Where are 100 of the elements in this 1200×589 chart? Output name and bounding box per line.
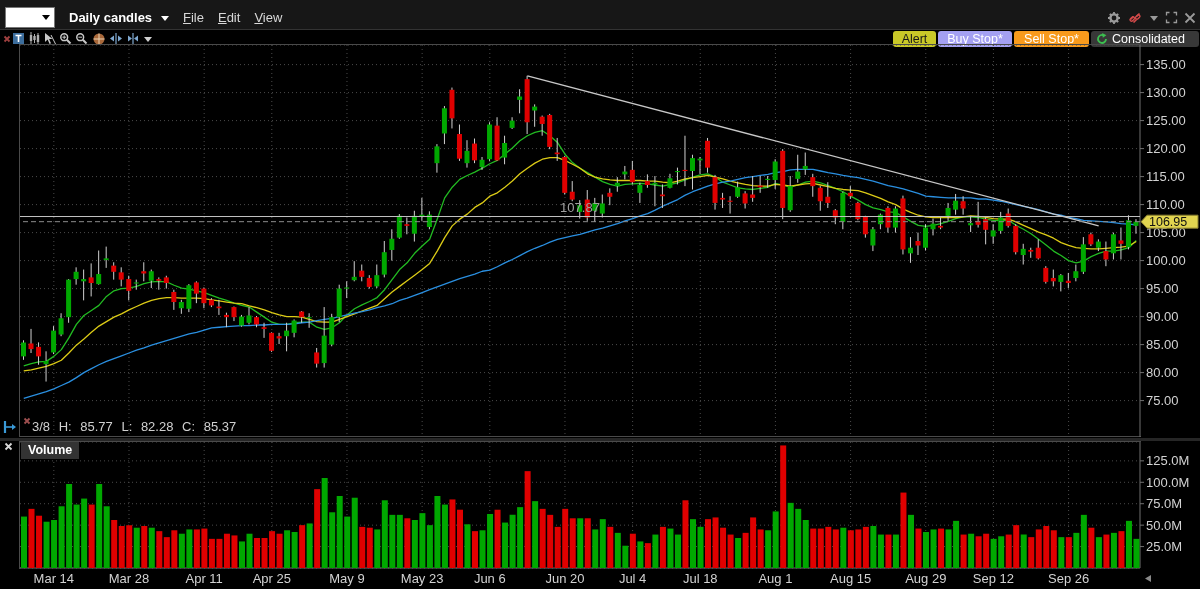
x-tick-label: May 23 <box>400 571 444 587</box>
candlestick <box>990 223 996 245</box>
candlestick <box>742 190 748 210</box>
bar <box>870 526 877 568</box>
candlestick <box>51 325 57 355</box>
candlestick <box>126 275 132 301</box>
bar <box>727 534 734 568</box>
candlestick <box>870 226 876 252</box>
x-tick-label: Aug 15 <box>830 571 872 587</box>
bar <box>532 501 539 568</box>
bar <box>697 526 704 568</box>
x-tick-label: May 9 <box>329 571 365 587</box>
y-tick-label: 90.00 <box>1146 309 1179 325</box>
bar <box>765 530 772 568</box>
candlestick <box>637 182 643 204</box>
chart-title: Daily candles <box>69 10 153 25</box>
bar <box>915 528 922 568</box>
candlestick <box>374 264 380 289</box>
y-tick-label: 135.00 <box>1146 57 1186 73</box>
candlestick <box>629 160 635 185</box>
y-tick-label: 75.0M <box>1146 496 1183 512</box>
bar <box>246 533 253 568</box>
candlestick <box>246 306 252 325</box>
bar <box>892 534 899 568</box>
x-tick-label: Jun 20 <box>545 571 585 587</box>
candlestick <box>689 154 695 190</box>
candlestick <box>21 339 26 361</box>
bar <box>689 519 696 568</box>
y-tick-label: 120.00 <box>1146 141 1186 157</box>
bar <box>1080 514 1087 568</box>
bar <box>757 529 764 568</box>
bar <box>156 531 163 568</box>
bar <box>148 527 155 568</box>
bar <box>1110 532 1117 568</box>
candlestick <box>193 280 199 304</box>
bar <box>705 519 712 568</box>
bar <box>682 500 689 568</box>
bar <box>464 524 471 568</box>
y-tick-label: 130.00 <box>1146 85 1186 101</box>
bar <box>133 527 140 568</box>
candlestick <box>825 181 831 209</box>
candlestick <box>314 347 320 369</box>
candlestick <box>434 143 440 174</box>
text: File <box>183 10 204 25</box>
candlestick <box>171 289 177 311</box>
candlestick <box>141 261 147 282</box>
candlestick <box>472 138 478 164</box>
candlestick <box>464 139 470 169</box>
bar <box>772 511 779 568</box>
x-tick-label: Mar 28 <box>108 571 150 587</box>
bar <box>284 530 291 568</box>
bar <box>1065 537 1072 568</box>
bar <box>291 532 298 568</box>
candlestick <box>88 262 94 297</box>
bar <box>276 533 283 568</box>
candlestick <box>201 286 207 309</box>
x-tick-label: Mar 14 <box>33 571 75 587</box>
bar <box>314 489 321 568</box>
y-tick-label: 80.00 <box>1146 365 1179 381</box>
annotation: Buy Stop* <box>947 32 1003 46</box>
annotation: Sell Stop* <box>1024 32 1079 46</box>
bar <box>907 514 914 568</box>
bar <box>88 504 95 568</box>
candlestick <box>28 328 34 354</box>
bar <box>1118 531 1125 568</box>
bar <box>1088 527 1095 568</box>
candlestick <box>148 269 154 289</box>
bar <box>306 523 313 568</box>
bar <box>1020 534 1027 568</box>
bar <box>1050 530 1057 568</box>
candlestick <box>156 276 162 291</box>
y-tick-label: 115.00 <box>1146 169 1185 185</box>
bar <box>832 529 839 568</box>
candlestick <box>810 173 816 198</box>
bar <box>968 533 975 568</box>
bar <box>1073 532 1080 568</box>
bar <box>1095 537 1102 568</box>
y-tick-label: 85.00 <box>1146 337 1179 353</box>
x-tick-label: Jul 18 <box>682 571 718 587</box>
bar <box>441 504 448 568</box>
bar <box>644 543 651 568</box>
bar <box>21 516 27 568</box>
bar <box>877 534 884 568</box>
bar <box>674 534 681 568</box>
y-tick-label: 95.00 <box>1146 281 1179 297</box>
bar <box>659 526 666 568</box>
bar <box>584 518 591 568</box>
bar <box>938 528 945 568</box>
y-tick-label: 50.0M <box>1146 517 1183 533</box>
candlestick <box>389 228 395 262</box>
x-tick-label: Aug 1 <box>758 571 793 587</box>
x-tick-label: Jul 4 <box>618 571 647 587</box>
bar <box>524 471 531 568</box>
bar <box>449 499 456 568</box>
annotation: Alert <box>901 32 928 46</box>
bar <box>1058 537 1065 568</box>
bar <box>637 541 644 568</box>
candlestick <box>269 331 275 353</box>
x-tick-label: Jun 6 <box>473 571 506 587</box>
bar <box>359 526 366 568</box>
